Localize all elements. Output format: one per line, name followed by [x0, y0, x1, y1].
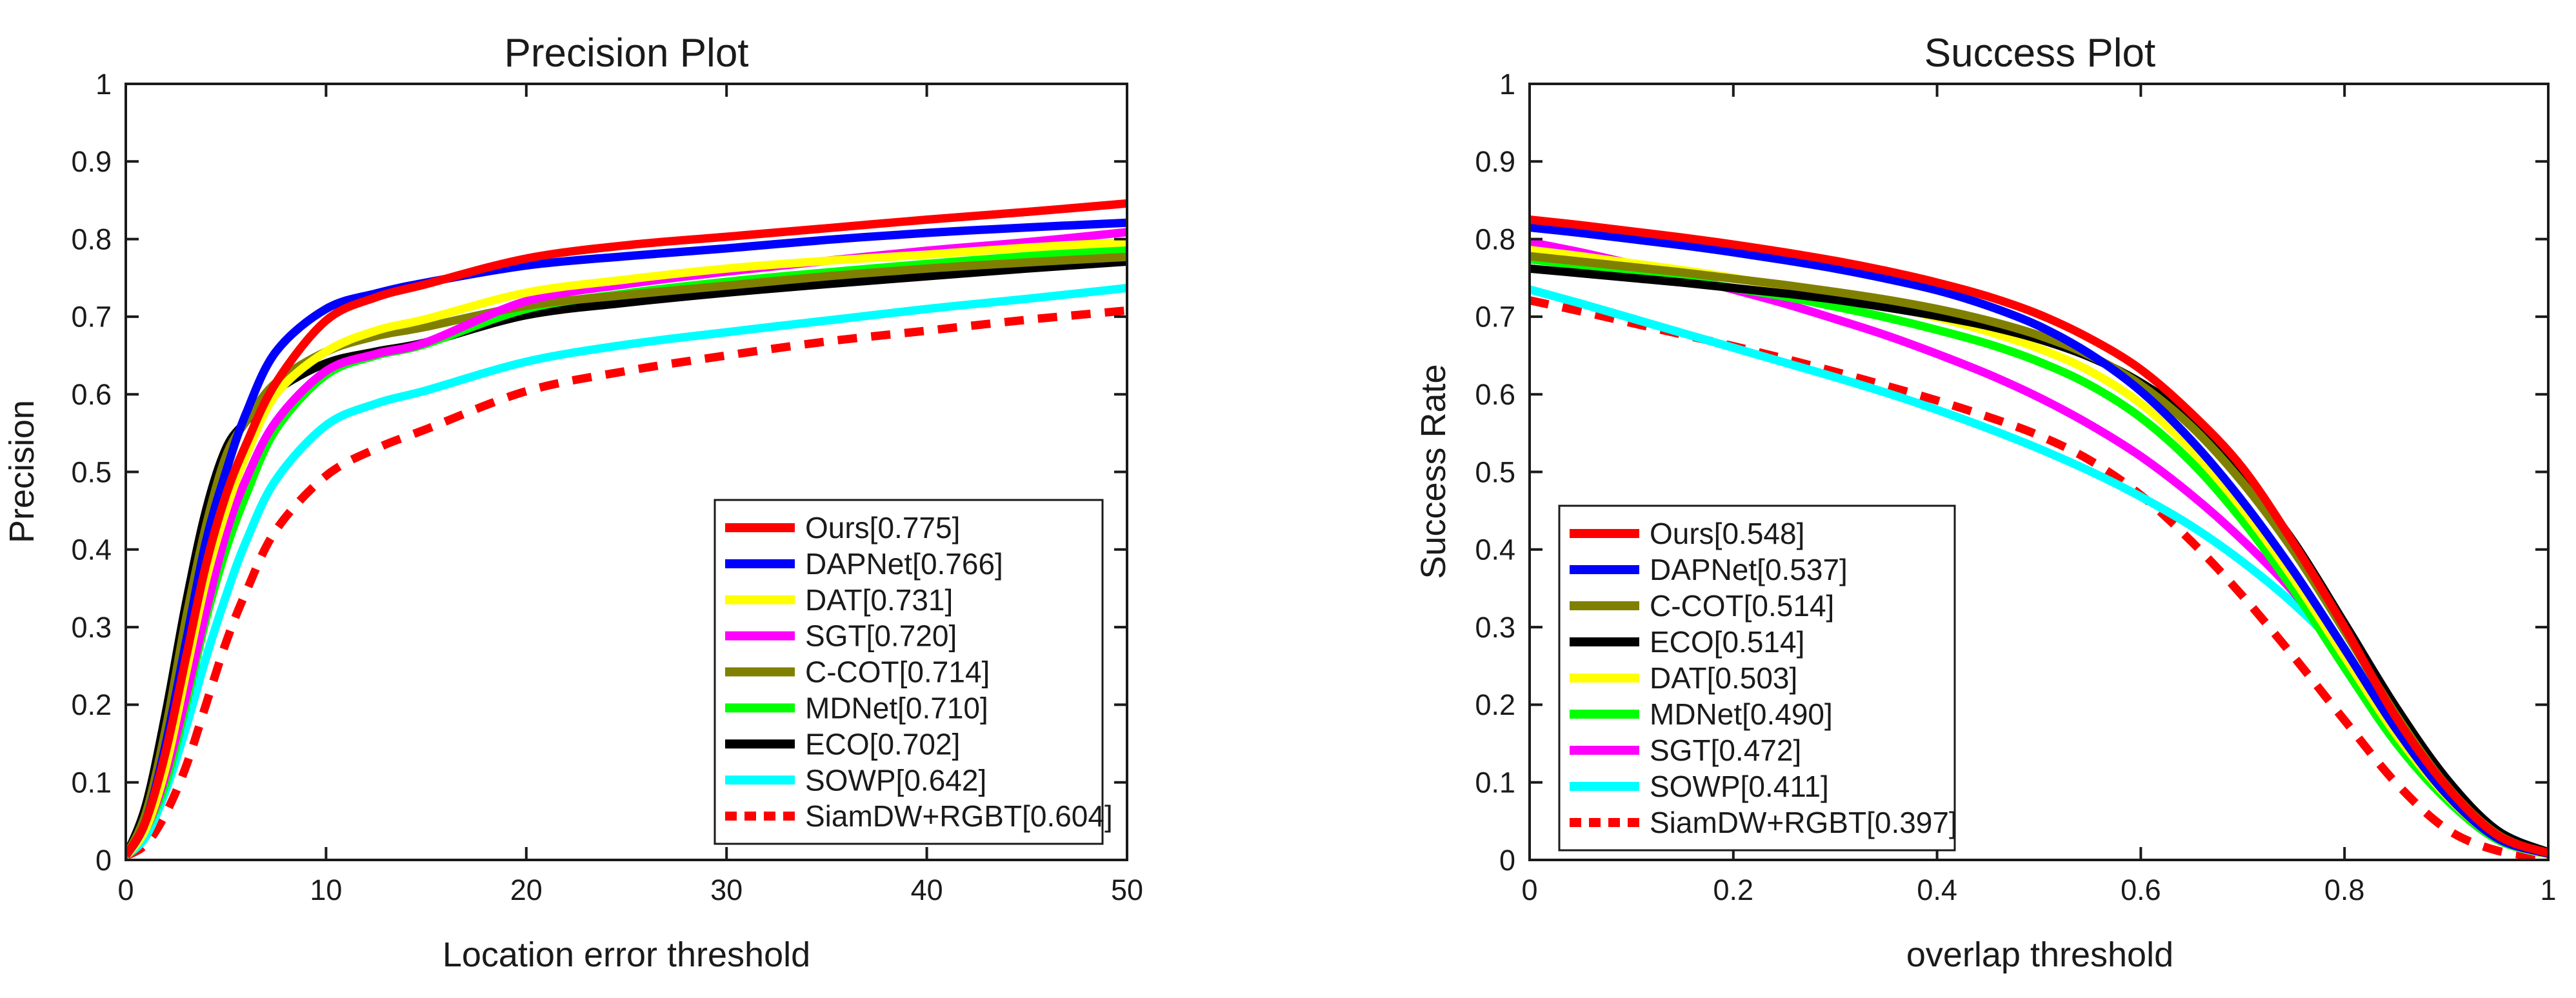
success-plot-title: Success Plot: [1924, 31, 2155, 75]
y-tick-label: 1: [1499, 68, 1515, 101]
y-tick-label: 0.9: [1475, 145, 1515, 178]
curve-siamdw-rgbt: [1530, 296, 2548, 860]
curve-dapnet: [1530, 223, 2548, 858]
legend-label: C-COT[0.514]: [1650, 589, 1834, 623]
precision-y-axis-label: Precision: [3, 400, 41, 543]
y-tick-label: 0.4: [1475, 534, 1515, 566]
y-tick-label: 0.2: [71, 688, 112, 721]
y-tick-label: 0.5: [1475, 455, 1515, 488]
legend-label: ECO[0.702]: [805, 727, 960, 761]
success-y-axis-label: Success Rate: [1414, 364, 1453, 579]
legend-label: C-COT[0.714]: [805, 655, 990, 689]
x-tick-label: 10: [310, 873, 342, 906]
curve-sowp: [126, 283, 1127, 859]
y-tick-label: 0.8: [71, 223, 112, 255]
y-tick-label: 0: [1499, 844, 1515, 877]
y-tick-label: 0.9: [71, 145, 112, 178]
y-tick-label: 0.4: [71, 534, 112, 566]
y-tick-label: 0.7: [71, 301, 112, 334]
y-tick-label: 0.3: [71, 611, 112, 644]
curve-c-cot: [126, 252, 1127, 858]
legend-label: DAPNet[0.537]: [1650, 553, 1848, 586]
x-tick-label: 30: [710, 873, 743, 906]
x-tick-label: 0: [1521, 873, 1537, 906]
legend-label: MDNet[0.710]: [805, 691, 988, 724]
ticks-group: [125, 83, 1128, 861]
tick-labels-group: 0 10 20 30 40 50 0 0.1 0.2 0.3 0.4 0.5 0.6 0.7 0.8 0.9 1: [71, 68, 1143, 906]
x-tick-label: 0: [117, 873, 134, 906]
legend-label: Ours[0.775]: [805, 511, 960, 544]
success-plot: 0 0.2 0.4 0.6 0.8 1 0 0.1 0.2 0.3 0.4 0.5 0.6 0.7 0.8 0…: [1475, 68, 2556, 906]
curve-siamdw-rgbt: [126, 306, 1127, 860]
x-tick-label: 40: [911, 873, 943, 906]
curves-group: [126, 199, 1127, 860]
y-tick-label: 0.6: [71, 378, 112, 411]
legend-label: SGT[0.720]: [805, 619, 957, 653]
y-tick-label: 0.3: [1475, 611, 1515, 644]
y-tick-label: 0.2: [1475, 688, 1515, 721]
x-tick-label: 1: [2540, 873, 2556, 906]
x-tick-label: 50: [1111, 873, 1143, 906]
curve-ours: [126, 199, 1127, 859]
legend-label: SOWP[0.642]: [805, 763, 986, 797]
legend-label: SOWP[0.411]: [1650, 770, 1829, 803]
legend-label: SiamDW+RGBT[0.604]: [805, 799, 1113, 833]
curves-group: [1530, 215, 2548, 860]
legend-label: DAPNet[0.766]: [805, 547, 1003, 581]
x-tick-label: 20: [510, 873, 543, 906]
legend: Ours[0.775]DAPNet[0.766]DAT[0.731]SGT[0.…: [714, 499, 1113, 845]
y-tick-label: 0.1: [1475, 766, 1515, 799]
tick-labels-group: 0 0.2 0.4 0.6 0.8 1 0 0.1 0.2 0.3 0.4 0.5 0.6 0.7 0.8 0…: [1475, 68, 2556, 906]
legend-label: DAT[0.503]: [1650, 661, 1797, 695]
precision-plot-title: Precision Plot: [504, 31, 748, 75]
x-tick-label: 0.2: [1713, 873, 1754, 906]
x-tick-label: 0.4: [1917, 873, 1957, 906]
legend-label: MDNet[0.490]: [1650, 697, 1833, 731]
y-tick-label: 1: [95, 68, 112, 101]
x-tick-label: 0.6: [2121, 873, 2161, 906]
legend: Ours[0.548]DAPNet[0.537]C-COT[0.514]ECO[…: [1558, 504, 1957, 852]
x-tick-label: 0.8: [2324, 873, 2365, 906]
precision-x-axis-label: Location error threshold: [443, 935, 810, 974]
y-tick-label: 0.5: [71, 455, 112, 488]
ticks-group: [1528, 83, 2550, 861]
legend-label: DAT[0.731]: [805, 583, 953, 617]
legend-label: ECO[0.514]: [1650, 625, 1804, 659]
y-tick-label: 0.1: [71, 766, 112, 799]
y-tick-label: 0.6: [1475, 378, 1515, 411]
y-tick-label: 0: [95, 844, 112, 877]
y-tick-label: 0.7: [1475, 301, 1515, 334]
curve-ours: [1530, 215, 2548, 857]
legend-label: SGT[0.472]: [1650, 734, 1801, 767]
precision-plot: 0 10 20 30 40 50 0 0.1 0.2 0.3 0.4 0.5 0.6 0.7 0.8 0.9 1…: [71, 68, 1143, 906]
success-x-axis-label: overlap threshold: [1906, 935, 2173, 974]
y-tick-label: 0.8: [1475, 223, 1515, 255]
legend-label: SiamDW+RGBT[0.397]: [1650, 806, 1957, 839]
legend-label: Ours[0.548]: [1650, 517, 1804, 550]
